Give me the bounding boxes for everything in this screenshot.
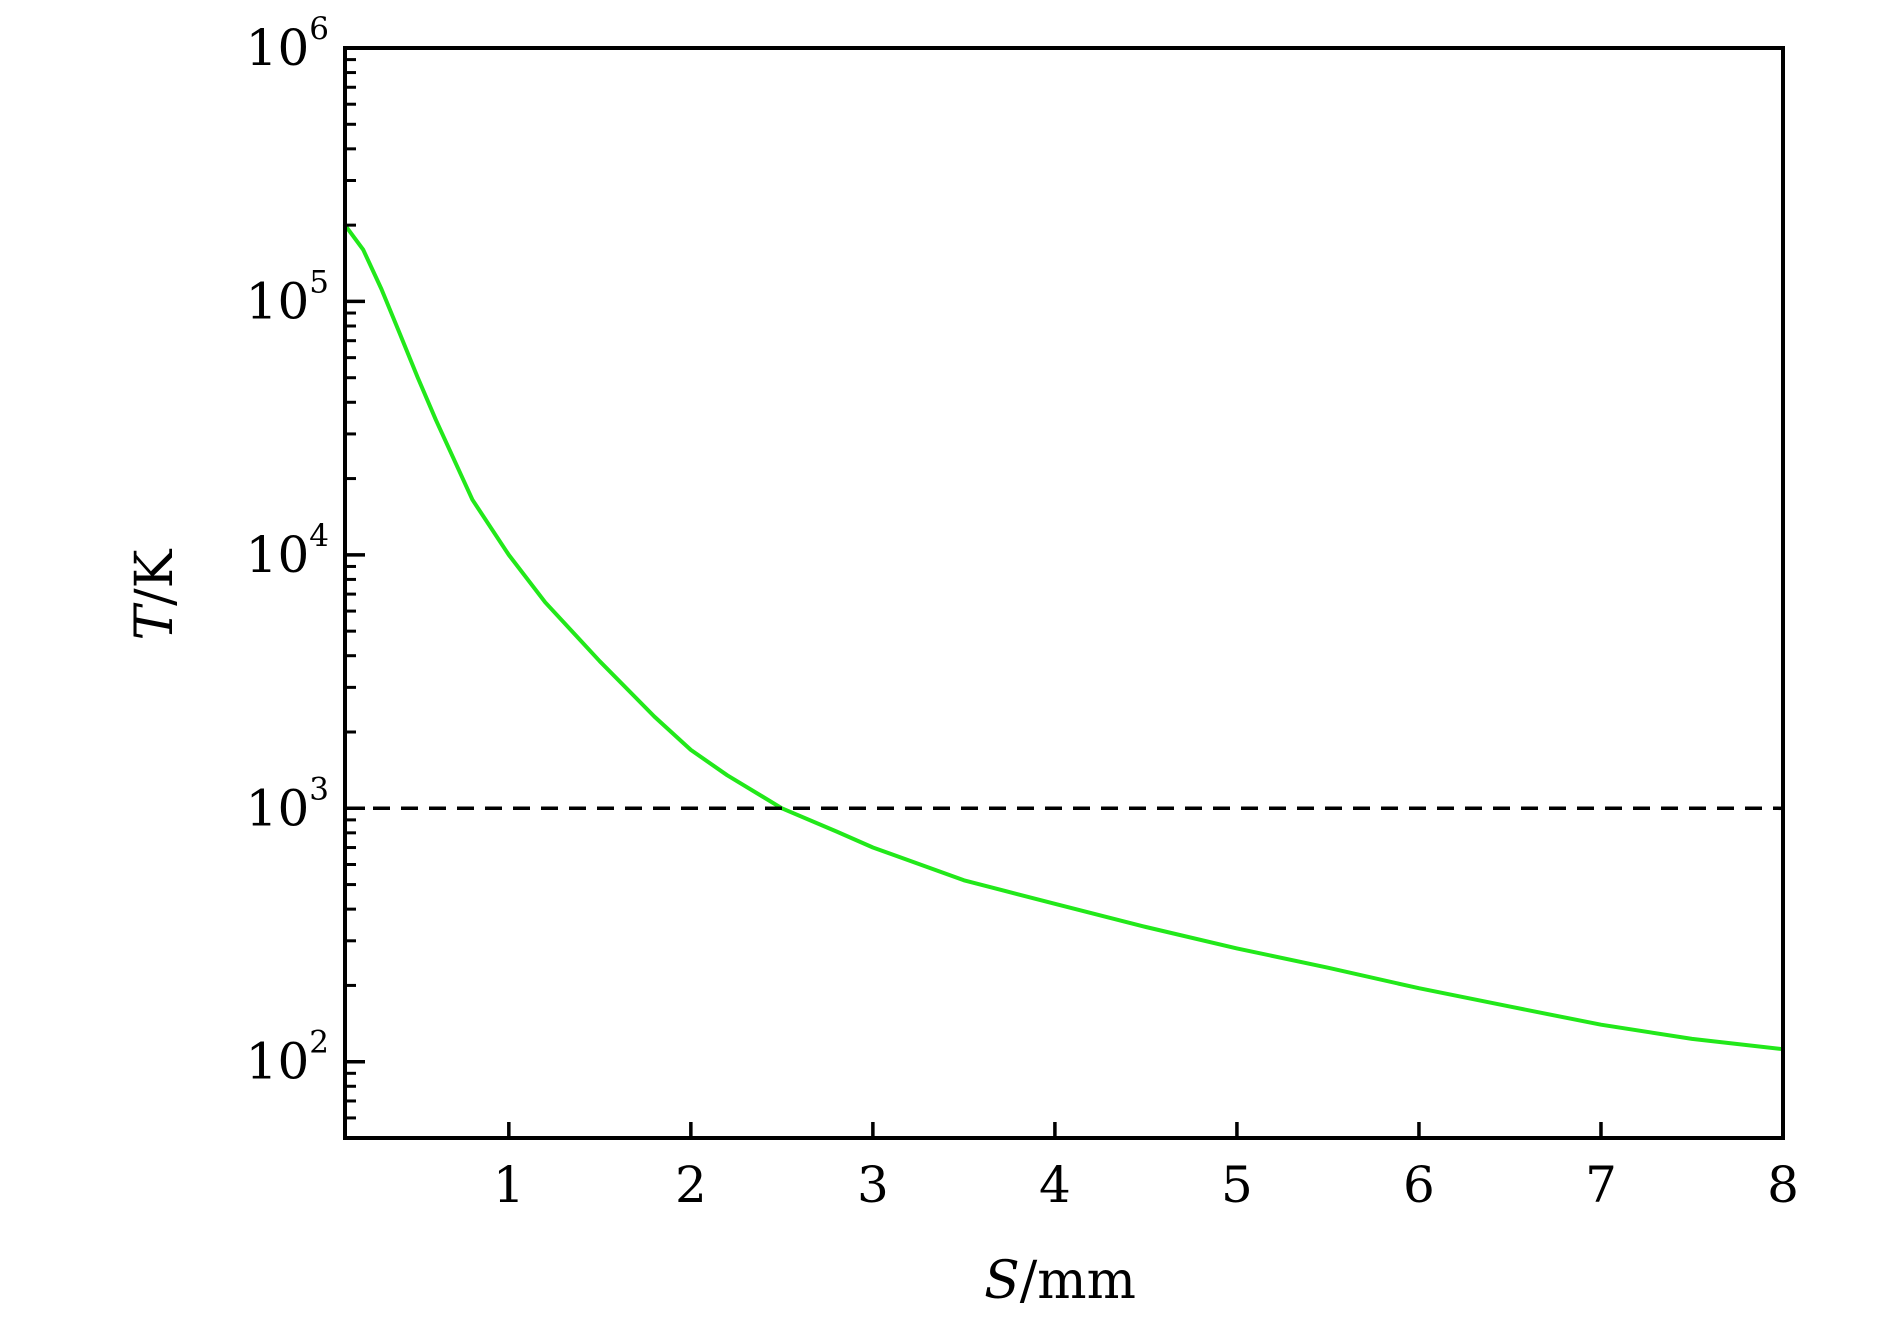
x-axis-label: S/mm (984, 1251, 1136, 1311)
series-layer (343, 223, 1785, 1052)
y-tick-label: 102 (246, 1025, 329, 1091)
y-tick-label: 104 (246, 518, 329, 584)
x-tick-label: 2 (675, 1156, 707, 1214)
plot-frame (343, 46, 1785, 1140)
x-tick-label: 6 (1403, 1156, 1435, 1214)
y-tick-label: 105 (246, 264, 329, 330)
labels-layer: 1 2 3 4 5 6 7 8 102 103 104 105 106 (246, 11, 1799, 1214)
y-axis-label: T/K (125, 548, 185, 640)
x-axis-var: S (984, 1251, 1020, 1311)
series-line-0 (343, 223, 1785, 1052)
y-tick-label: 103 (246, 771, 329, 837)
y-tick-label: 106 (246, 11, 329, 77)
x-tick-label: 1 (493, 1156, 525, 1214)
x-tick-label: 3 (857, 1156, 889, 1214)
x-axis-unit: /mm (1020, 1251, 1136, 1311)
y-axis-var: T (125, 603, 185, 641)
ticks-layer (345, 46, 1785, 1140)
y-axis-unit: /K (125, 548, 185, 606)
x-tick-label: 5 (1221, 1156, 1253, 1214)
x-tick-label: 8 (1767, 1156, 1799, 1214)
x-tick-label: 7 (1585, 1156, 1617, 1214)
x-tick-label: 4 (1039, 1156, 1071, 1214)
